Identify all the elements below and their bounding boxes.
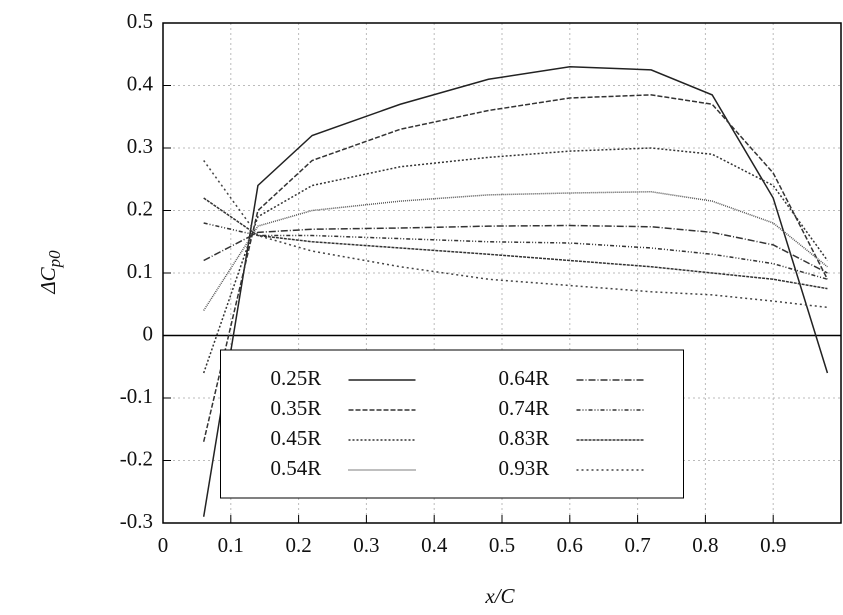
x-tick-label: 0.6 — [557, 533, 583, 557]
series-line — [202, 65, 829, 517]
x-axis-label: x/C — [484, 584, 515, 608]
legend-label: 0.64R — [499, 366, 550, 390]
x-tick-label: 0 — [158, 533, 169, 557]
y-tick-label: 0.2 — [127, 196, 153, 220]
x-tick-label: 0.5 — [489, 533, 515, 557]
series-line — [203, 197, 828, 290]
x-tick-label: 0.4 — [421, 533, 448, 557]
series-line — [203, 222, 828, 280]
y-tick-label: -0.3 — [120, 509, 153, 533]
y-tick-label: 0.3 — [127, 134, 153, 158]
legend-label: 0.35R — [271, 396, 322, 420]
plot-frame — [162, 22, 842, 524]
y-tick-label: 0.5 — [127, 9, 153, 33]
series-line — [203, 190, 828, 311]
legend-label: 0.54R — [271, 456, 322, 480]
y-tick-label: -0.2 — [120, 446, 153, 470]
legend-label: 0.93R — [499, 456, 550, 480]
series-line — [202, 94, 829, 442]
y-label-main: ΔC — [36, 266, 60, 294]
y-label-sub: p0 — [45, 250, 64, 269]
legend-box — [220, 349, 684, 499]
legend-label: 0.25R — [271, 366, 322, 390]
y-tick-label: 0.1 — [127, 259, 153, 283]
x-tick-label: 0.3 — [353, 533, 379, 557]
legend-label: 0.74R — [499, 396, 550, 420]
y-tick-label: 0 — [143, 321, 154, 345]
x-tick-label: 0.1 — [218, 533, 244, 557]
y-tick-label: 0.4 — [127, 71, 154, 95]
x-tick-label: 0.8 — [692, 533, 718, 557]
legend-label: 0.83R — [499, 426, 550, 450]
y-tick-label: -0.1 — [120, 384, 153, 408]
y-axis-label: ΔCp0 — [36, 250, 64, 295]
series-line — [203, 160, 828, 309]
series-line — [203, 224, 828, 274]
x-tick-label: 0.9 — [760, 533, 786, 557]
x-tick-label: 0.7 — [624, 533, 650, 557]
legend-label: 0.45R — [271, 426, 322, 450]
x-tick-label: 0.2 — [285, 533, 311, 557]
series-line — [202, 147, 829, 374]
